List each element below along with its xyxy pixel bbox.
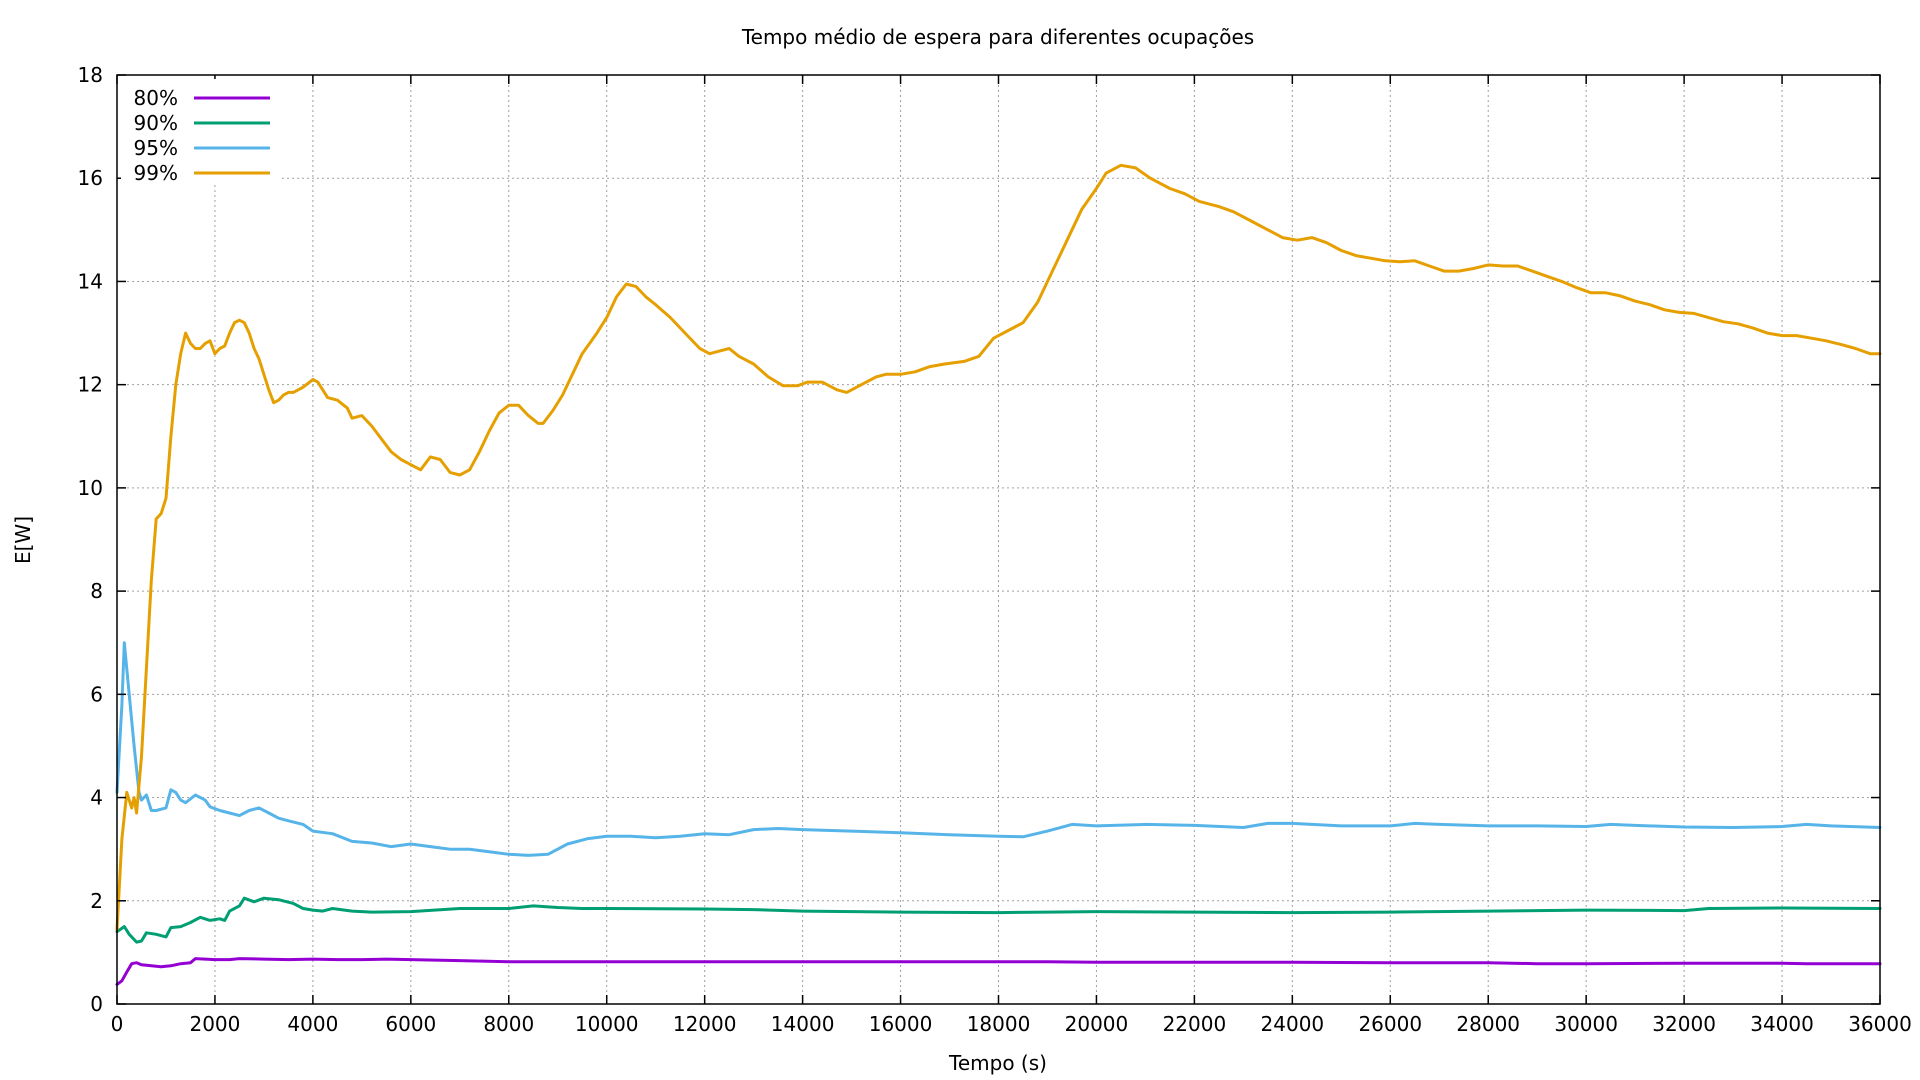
- x-tick-label: 34000: [1750, 1012, 1814, 1036]
- legend-background: [121, 79, 281, 183]
- x-tick-label: 2000: [189, 1012, 240, 1036]
- axis-ticks: [116, 74, 1881, 1005]
- series-line-99-pct: [115, 163, 1882, 931]
- legend-label: 95%: [134, 136, 178, 160]
- legend-label: 90%: [134, 111, 178, 135]
- series-line-90-pct: [115, 896, 1882, 944]
- x-tick-label: 22000: [1163, 1012, 1227, 1036]
- x-tick-label: 14000: [771, 1012, 835, 1036]
- y-tick-label: 10: [78, 476, 103, 500]
- x-tick-label: 18000: [967, 1012, 1031, 1036]
- x-tick-label: 24000: [1261, 1012, 1325, 1036]
- y-tick-labels: 0 2 4 6 8 10 12 14 16 18: [78, 63, 103, 1016]
- y-tick-label: 4: [90, 786, 103, 810]
- x-tick-label: 0: [111, 1012, 124, 1036]
- y-tick-label: 16: [78, 166, 103, 190]
- legend: 80%90%95%99%: [121, 79, 281, 185]
- x-tick-label: 30000: [1554, 1012, 1618, 1036]
- y-tick-label: 0: [90, 992, 103, 1016]
- series-line-80-pct: [115, 957, 1882, 986]
- x-tick-label: 12000: [673, 1012, 737, 1036]
- x-axis-label: Tempo (s): [948, 1051, 1047, 1075]
- x-tick-label: 4000: [287, 1012, 338, 1036]
- y-tick-label: 14: [78, 269, 103, 293]
- x-tick-label: 16000: [869, 1012, 933, 1036]
- legend-label: 80%: [134, 86, 178, 110]
- x-tick-labels: 0 2000 4000 6000 8000 10000 12000 14000 16000 180…: [111, 1012, 1912, 1036]
- x-tick-label: 10000: [575, 1012, 639, 1036]
- x-tick-label: 8000: [483, 1012, 534, 1036]
- y-tick-label: 12: [78, 373, 103, 397]
- x-tick-label: 20000: [1065, 1012, 1129, 1036]
- y-axis-label: E[W]: [11, 516, 35, 564]
- chart-title: Tempo médio de espera para diferentes oc…: [741, 25, 1254, 49]
- x-tick-label: 6000: [385, 1012, 436, 1036]
- y-tick-label: 2: [90, 889, 103, 913]
- y-tick-label: 18: [78, 63, 103, 87]
- x-tick-label: 32000: [1652, 1012, 1716, 1036]
- x-tick-label: 28000: [1456, 1012, 1520, 1036]
- y-tick-label: 8: [90, 579, 103, 603]
- x-tick-label: 36000: [1848, 1012, 1912, 1036]
- gridlines: [117, 75, 1880, 1004]
- x-tick-label: 26000: [1358, 1012, 1422, 1036]
- series-line-95-pct: [115, 641, 1882, 857]
- legend-label: 99%: [134, 161, 178, 185]
- series-lines: [115, 163, 1882, 986]
- y-tick-label: 6: [90, 682, 103, 706]
